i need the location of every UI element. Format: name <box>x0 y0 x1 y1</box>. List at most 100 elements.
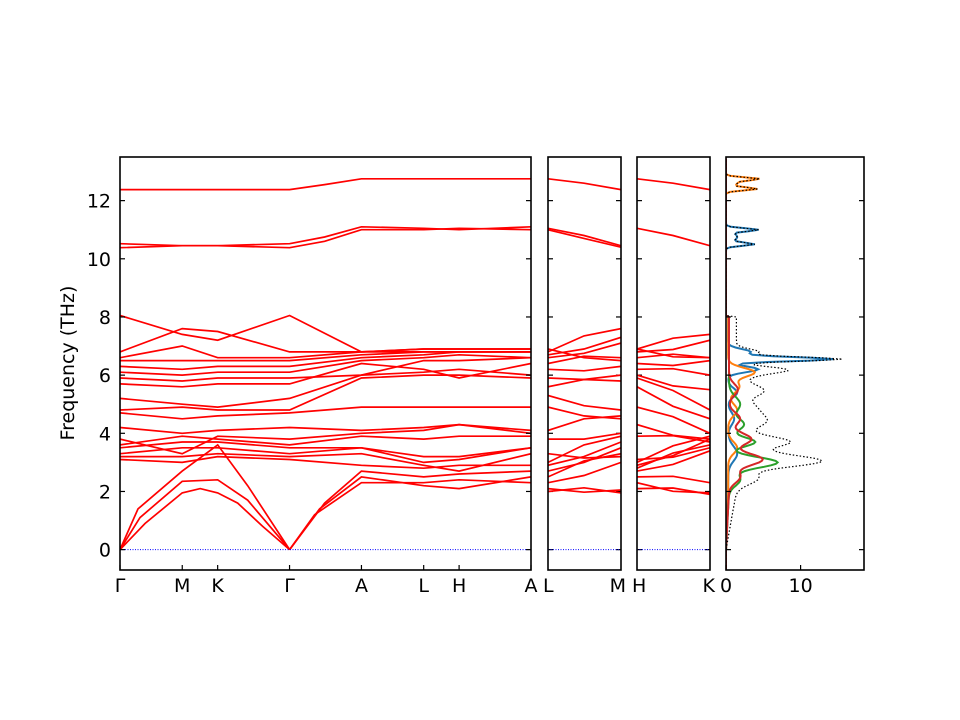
band-lm-7 <box>548 435 621 464</box>
band-lm-5 <box>548 447 621 472</box>
y-axis: 0 2 4 6 8 10 12 <box>87 191 710 562</box>
band-lm-12 <box>548 394 621 411</box>
x-tick-label: K <box>703 575 716 597</box>
band-hk-5 <box>637 444 710 469</box>
band-lm-16 <box>548 355 621 365</box>
band-lm-high-2 <box>548 228 621 249</box>
y-tick-label: 2 <box>99 481 111 503</box>
band-lm-20 <box>548 348 621 362</box>
band-hk-8 <box>637 446 710 461</box>
band-lines-h-k <box>637 177 710 551</box>
band-optical-18 <box>120 314 531 353</box>
band-optical-4 <box>120 441 531 458</box>
band-lines-l-m <box>548 177 621 551</box>
band-hk-4 <box>637 450 710 472</box>
band-hk-12 <box>637 386 710 420</box>
band-hk-high-2 <box>637 177 710 191</box>
x-tick-label: K <box>211 575 224 597</box>
band-lm-17 <box>548 342 621 359</box>
band-optical-17 <box>120 327 531 353</box>
band-lm-9 <box>548 432 621 440</box>
band-acoustic-5 <box>288 476 531 551</box>
band-lm-6 <box>548 441 621 467</box>
dos-x-tick-label: 0 <box>720 575 732 597</box>
band-optical-1 <box>120 455 531 470</box>
band-lines-main <box>120 177 531 551</box>
band-high-2 <box>120 225 531 247</box>
band-acoustic-4 <box>288 478 531 551</box>
band-hk-20 <box>637 348 710 359</box>
band-panel-l-m-frame <box>547 156 622 571</box>
band-hk-11 <box>637 406 710 435</box>
x-axis-dos: 0 10 <box>720 200 864 597</box>
band-hk-6 <box>637 438 710 467</box>
x-tick-label: M <box>174 575 190 597</box>
band-lm-19 <box>548 327 621 353</box>
band-lm-2 <box>548 487 621 494</box>
x-tick-label: H <box>632 575 646 597</box>
x-tick-label: Γ <box>115 575 126 597</box>
x-tick-label: A <box>525 575 538 597</box>
x-tick-label: L <box>543 575 554 597</box>
band-high-3 <box>120 177 531 191</box>
band-hk-19 <box>637 333 710 350</box>
band-hk-10 <box>637 423 710 440</box>
band-hk-15 <box>637 367 710 376</box>
band-optical-2 <box>120 452 531 472</box>
dos-curves <box>726 158 843 570</box>
dos-panel-frame <box>725 156 865 571</box>
band-panel-h-k-frame <box>636 156 711 571</box>
band-hk-17 <box>637 353 710 359</box>
band-acoustic-6 <box>288 470 531 551</box>
band-lm-14 <box>548 374 621 381</box>
band-lm-high-3 <box>548 177 621 191</box>
x-tick-label: Γ <box>284 575 295 597</box>
x-tick-label: L <box>418 575 429 597</box>
band-optical-7 <box>120 423 531 435</box>
y-axis-label: Frequency (THz) <box>57 286 79 441</box>
band-optical-11 <box>120 362 531 388</box>
band-optical-13 <box>120 353 531 376</box>
dos-series-4 <box>726 158 764 570</box>
band-acoustic-1 <box>120 487 291 551</box>
band-acoustic-3 <box>120 443 291 551</box>
x-tick-label: H <box>452 575 466 597</box>
dos-series-1 <box>726 158 834 570</box>
band-lm-15 <box>548 365 621 372</box>
y-tick-label: 8 <box>99 307 111 329</box>
y-tick-label: 6 <box>99 365 111 387</box>
band-lm-10 <box>548 415 621 432</box>
band-optical-10 <box>120 368 531 408</box>
band-lm-3 <box>548 461 621 484</box>
band-optical-9 <box>120 374 531 411</box>
band-optical-8 <box>120 406 531 420</box>
dos-panel: 0 10 <box>720 156 865 597</box>
band-hk-16 <box>637 359 710 367</box>
band-acoustic-2 <box>120 478 291 551</box>
y-tick-label: 0 <box>99 540 111 562</box>
x-tick-label: M <box>610 575 626 597</box>
band-lm-13 <box>548 378 621 388</box>
band-hk-high-1 <box>637 227 710 247</box>
dos-x-tick-label: 10 <box>789 575 813 597</box>
band-lm-18 <box>548 336 621 356</box>
band-hk-14 <box>637 374 710 391</box>
band-optical-5 <box>120 435 531 446</box>
y-tick-label: 10 <box>87 249 111 271</box>
band-lm-11 <box>548 406 621 420</box>
band-lm-4 <box>548 452 621 478</box>
band-optical-12 <box>120 356 531 382</box>
y-tick-label: 12 <box>87 191 111 213</box>
y-tick-label: 4 <box>99 423 111 445</box>
band-optical-3 <box>120 446 531 464</box>
band-lm-8 <box>548 452 621 459</box>
band-hk-2 <box>637 481 710 494</box>
dos-series-5 <box>726 158 843 570</box>
band-hk-13 <box>637 377 710 411</box>
